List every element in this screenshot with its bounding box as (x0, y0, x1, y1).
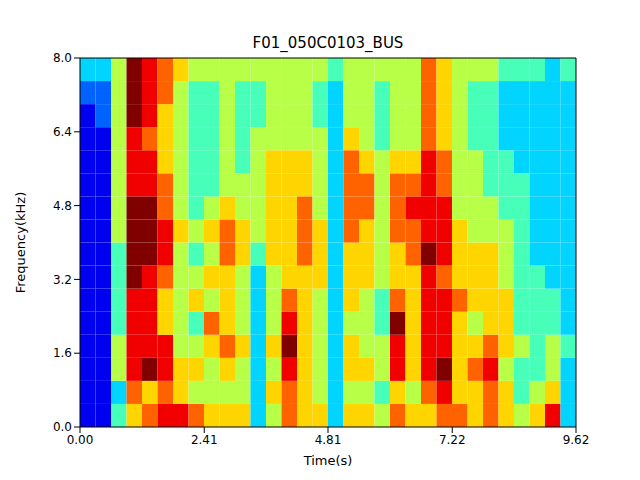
svg-text:2.41: 2.41 (191, 433, 218, 447)
svg-text:9.62: 9.62 (563, 433, 590, 447)
svg-text:4.8: 4.8 (53, 199, 72, 213)
svg-text:7.22: 7.22 (439, 433, 466, 447)
svg-text:0.0: 0.0 (53, 420, 72, 434)
svg-text:8.0: 8.0 (53, 51, 72, 65)
svg-text:0.00: 0.00 (67, 433, 94, 447)
svg-text:3.2: 3.2 (53, 273, 72, 287)
svg-text:6.4: 6.4 (53, 125, 72, 139)
svg-text:1.6: 1.6 (53, 346, 72, 360)
html-text:F01_050C0103_BUS: F01_050C0103_BUS (252, 34, 404, 52)
svg-text:Time(s): Time(s) (303, 453, 353, 468)
svg-text:4.81: 4.81 (315, 433, 342, 447)
svg-text:Frequency(kHz): Frequency(kHz) (13, 192, 28, 293)
